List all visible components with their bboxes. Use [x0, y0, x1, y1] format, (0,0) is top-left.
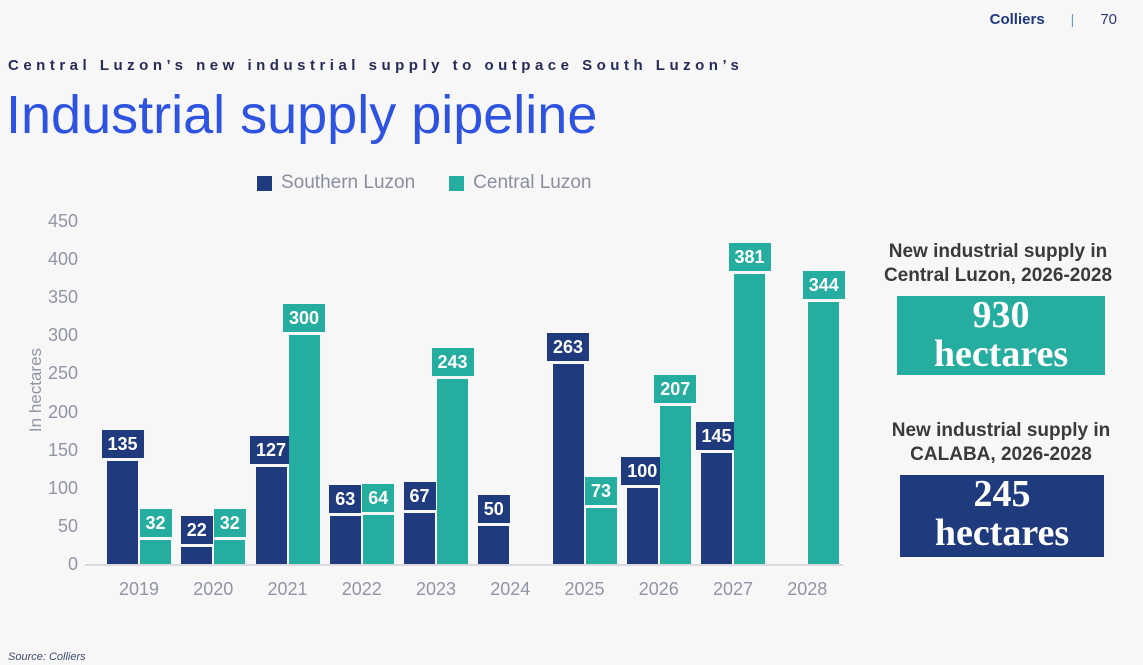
callout-value-box-calaba: 245 hectares — [900, 475, 1104, 557]
callout-heading-line2: Central Luzon, 2026-2028 — [883, 265, 1113, 286]
bar-southern-luzon-2026 — [626, 488, 658, 564]
x-tick-label: 2019 — [118, 579, 160, 599]
x-tick-label: 2022 — [341, 579, 382, 599]
bar-central-luzon-2019 — [140, 540, 171, 564]
y-tick-label: 400 — [47, 249, 78, 270]
bar-central-luzon-2021 — [288, 335, 320, 564]
bar-southern-luzon-2024 — [478, 526, 510, 564]
bar-central-luzon-2025 — [585, 508, 617, 564]
legend-swatch-southern-luzon — [257, 175, 272, 191]
bar-data-label: 50 — [477, 495, 510, 523]
callout-heading-line2: CALABA, 2026-2028 — [910, 444, 1092, 465]
y-tick-label: 100 — [47, 477, 78, 498]
bar-southern-luzon-2025 — [552, 364, 584, 564]
x-tick-label: 2027 — [712, 579, 754, 599]
y-axis-title: In hectares — [26, 347, 45, 433]
bar-data-label: 32 — [139, 509, 172, 537]
callout-value-box-central-luzon: 930 hectares — [897, 296, 1105, 375]
x-tick-label: 2021 — [267, 579, 308, 599]
bar-southern-luzon-2021 — [255, 467, 287, 564]
bar-data-label: 381 — [728, 243, 771, 271]
y-tick-label: 250 — [47, 363, 78, 384]
callout-value: 930 — [972, 294, 1030, 336]
bar-data-label: 263 — [546, 333, 590, 361]
callout-value: 245 — [973, 473, 1031, 515]
brand-name: Colliers — [989, 11, 1045, 28]
bar-central-luzon-2020 — [214, 540, 246, 564]
header-separator: | — [1070, 11, 1075, 27]
bar-data-label: 63 — [329, 485, 362, 513]
bar-data-label: 135 — [101, 430, 144, 458]
bar-data-label: 32 — [213, 509, 246, 537]
callout-heading-calaba: New industrial supply in CALABA, 2026-20… — [855, 419, 1143, 467]
bar-data-label: 145 — [695, 422, 738, 450]
y-tick-label: 350 — [47, 287, 78, 308]
source-note: Source: Colliers — [8, 651, 86, 663]
chart-legend: Southern Luzon Central Luzon — [257, 172, 591, 194]
bar-central-luzon-2023 — [437, 379, 468, 564]
bar-data-label: 300 — [282, 304, 326, 332]
bar-central-luzon-2026 — [659, 406, 691, 564]
y-tick-label: 150 — [47, 439, 78, 460]
bar-data-label: 127 — [249, 436, 293, 464]
bar-data-label: 344 — [802, 271, 845, 299]
callout-unit: hectares — [934, 512, 1070, 554]
page-number: 70 — [1100, 11, 1117, 28]
bar-central-luzon-2027 — [734, 274, 765, 564]
slide-subtitle: Central Luzon’s new industrial supply to… — [8, 57, 744, 74]
bar-data-label: 207 — [654, 375, 697, 403]
callout-heading-central-luzon: New industrial supply in Central Luzon, … — [852, 240, 1143, 288]
bar-data-label: 64 — [362, 484, 395, 512]
bar-data-label: 22 — [180, 516, 213, 544]
page-header: Colliers | 70 — [990, 11, 1117, 28]
x-tick-label: 2026 — [638, 579, 679, 599]
legend-label-central-luzon: Central Luzon — [473, 172, 592, 193]
legend-item-central-luzon: Central Luzon — [449, 172, 591, 194]
legend-swatch-central-luzon — [449, 175, 465, 191]
legend-label-southern-luzon: Southern Luzon — [281, 172, 416, 193]
x-tick-label: 2023 — [415, 579, 457, 599]
callout-heading-line1: New industrial supply in — [888, 241, 1108, 262]
y-tick-label: 300 — [47, 325, 78, 346]
y-tick-label: 50 — [57, 515, 78, 536]
x-tick-label: 2024 — [490, 579, 531, 599]
bar-central-luzon-2028 — [808, 302, 840, 564]
bar-southern-luzon-2019 — [107, 461, 138, 564]
bar-southern-luzon-2023 — [404, 513, 435, 564]
bar-southern-luzon-2022 — [329, 516, 361, 564]
callout-heading-line1: New industrial supply in — [891, 420, 1111, 441]
bar-southern-luzon-2027 — [701, 453, 732, 564]
callout-unit: hectares — [933, 333, 1069, 375]
bar-southern-luzon-2020 — [181, 547, 213, 564]
bar-central-luzon-2022 — [362, 515, 394, 564]
bar-data-label: 243 — [431, 348, 474, 376]
bar-data-label: 100 — [621, 457, 664, 485]
y-tick-label: 450 — [47, 211, 78, 231]
x-axis-line — [85, 564, 843, 566]
y-tick-label: 0 — [67, 554, 78, 574]
y-tick-label: 200 — [47, 401, 78, 422]
page-title: Industrial supply pipeline — [6, 85, 598, 145]
x-tick-label: 2028 — [787, 579, 828, 599]
x-tick-label: 2020 — [193, 579, 234, 599]
bar-data-label: 73 — [584, 477, 618, 505]
legend-item-southern-luzon: Southern Luzon — [257, 172, 415, 194]
x-tick-label: 2025 — [564, 579, 605, 599]
bar-data-label: 67 — [403, 482, 436, 510]
